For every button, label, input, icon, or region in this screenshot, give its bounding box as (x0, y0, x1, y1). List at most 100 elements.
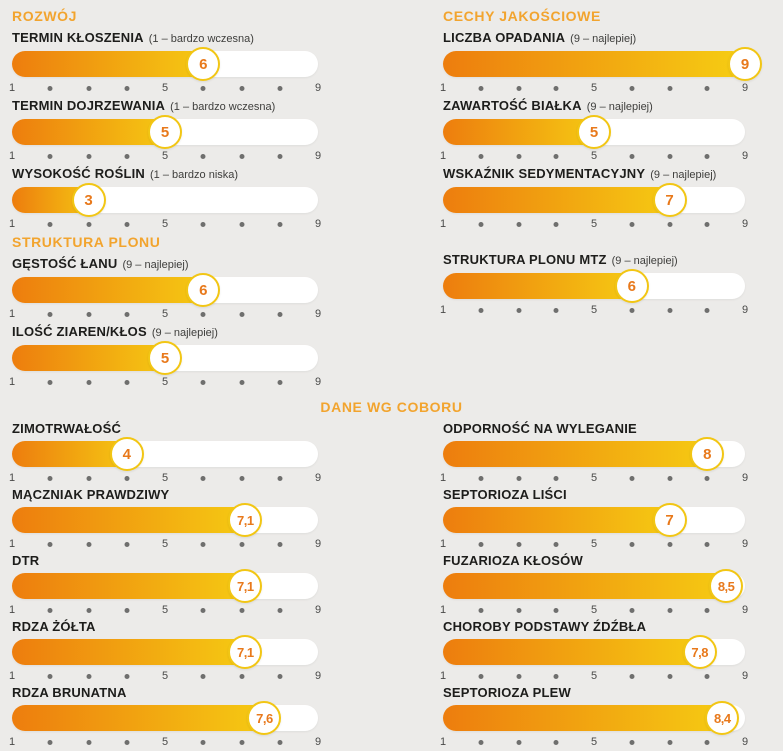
axis-tick-dot (124, 542, 130, 547)
axis-tick-label: 5 (590, 150, 598, 162)
axis-tick-dot (277, 86, 283, 91)
gauge-header: RDZA ŻÓŁTA (12, 619, 318, 635)
axis-tick-dot (86, 222, 91, 227)
gauge-header: SEPTORIOZA PLEW (443, 685, 745, 701)
axis-tick-dot (200, 312, 206, 317)
axis-tick-dot (553, 308, 559, 313)
gauge-rows: TERMIN KŁOSZENIA (1 – bardzo wczesna) 6 … (8, 30, 321, 230)
axis-tick-dot (277, 674, 283, 679)
gauge-axis: 1 5 9 (440, 538, 748, 550)
axis-tick-dot (200, 222, 206, 227)
gauge-note: (9 – najlepiej) (611, 255, 678, 267)
gauge-value-badge: 5 (148, 115, 182, 149)
gauge-row: DTR 7,1 1 5 9 (8, 553, 321, 616)
axis-tick-dot (704, 154, 710, 159)
axis-tick-label: 9 (314, 670, 322, 682)
gauge-row: LICZBA OPADANIA (9 – najlepiej) 9 1 5 9 (440, 30, 762, 94)
axis-tick-label: 5 (590, 472, 598, 484)
axis-tick-label: 1 (439, 604, 447, 616)
axis-tick-dot (516, 740, 521, 745)
gauge-label: RDZA ŻÓŁTA (12, 619, 96, 634)
gauge-row: CHOROBY PODSTAWY ŹDŹBŁA 7,8 1 5 9 (440, 619, 749, 682)
gauge-label: WSKAŹNIK SEDYMENTACYJNY (443, 166, 646, 181)
gauge-header: FUZARIOZA KŁOSÓW (443, 553, 745, 569)
axis-tick-dot (86, 312, 91, 317)
column-left-bottom: ZIMOTRWAŁOŚĆ 4 1 5 9 MĄCZNIAK PRAWDZIWY 7,… (8, 421, 322, 751)
axis-tick-label: 1 (8, 308, 16, 320)
gauge-axis: 1 5 9 (9, 670, 322, 682)
axis-tick-dot (200, 740, 206, 745)
axis-tick-dot (667, 476, 672, 481)
gauge-label: ZIMOTRWAŁOŚĆ (12, 421, 122, 436)
axis-tick-dot (239, 740, 244, 745)
axis-tick-label: 9 (741, 736, 749, 748)
gauge-axis: 1 5 9 (440, 670, 749, 682)
gauge-bar-track: 7 (443, 183, 745, 217)
gauge-header: ILOŚĆ ZIAREN/KŁOS (9 – najlepiej) (12, 324, 318, 341)
gauge-note: (9 – najlepiej) (586, 101, 653, 113)
axis-tick-label: 1 (8, 538, 16, 550)
axis-tick-label: 5 (590, 736, 598, 748)
section-title: STRUKTURA PLONU (12, 234, 161, 250)
axis-tick-dot (200, 154, 206, 159)
axis-tick-label: 5 (590, 304, 598, 316)
gauge-note: (9 – najlepiej) (151, 327, 218, 339)
axis-tick-dot (516, 308, 521, 313)
gauge-section: STRUKTURA PLONU GĘSTOŚĆ ŁANU (9 – najlep… (8, 234, 322, 388)
axis-tick-dot (516, 542, 521, 547)
axis-tick-label: 1 (439, 218, 447, 230)
axis-tick-dot (629, 308, 635, 313)
axis-tick-dot (124, 154, 130, 159)
gauge-bar-track: 7,1 (12, 635, 318, 669)
gauge-bar-fill (443, 639, 714, 665)
gauge-value-badge: 8,4 (705, 701, 740, 735)
gauge-label: RDZA BRUNATNA (12, 685, 127, 700)
axis-tick-label: 1 (8, 604, 16, 616)
axis-tick-label: 5 (590, 218, 598, 230)
gauge-header: ODPORNOŚĆ NA WYLEGANIE (443, 421, 745, 437)
axis-tick-dot (277, 740, 283, 745)
column-right-top: CECHY JAKOŚCIOWE LICZBA OPADANIA (9 – na… (439, 8, 762, 320)
axis-tick-dot (47, 608, 53, 613)
gauge-note: (1 – bardzo wczesna) (148, 33, 254, 45)
axis-tick-dot (124, 86, 130, 91)
axis-tick-dot (239, 674, 244, 679)
gauge-value-badge: 5 (148, 341, 182, 375)
axis-tick-dot (239, 608, 244, 613)
axis-tick-label: 9 (314, 376, 322, 388)
axis-tick-label: 1 (8, 218, 16, 230)
axis-tick-dot (667, 674, 672, 679)
gauge-header: GĘSTOŚĆ ŁANU (9 – najlepiej) (12, 256, 318, 273)
axis-tick-dot (239, 86, 244, 91)
axis-tick-dot (516, 674, 521, 679)
gauge-bar-track: 5 (12, 115, 318, 149)
gauge-bar-fill (12, 277, 218, 303)
axis-tick-dot (239, 312, 244, 317)
gauge-header: DTR (12, 553, 318, 569)
axis-tick-label: 1 (439, 736, 447, 748)
axis-tick-dot (277, 312, 283, 317)
axis-tick-dot (277, 542, 283, 547)
axis-tick-dot (47, 674, 53, 679)
gauge-bar-fill (12, 705, 279, 731)
gauge-section: CECHY JAKOŚCIOWE LICZBA OPADANIA (9 – na… (439, 8, 762, 230)
axis-tick-label: 1 (8, 150, 16, 162)
gauge-bar-fill (443, 507, 684, 533)
axis-tick-label: 9 (741, 670, 749, 682)
gauge-row: RDZA ŻÓŁTA 7,1 1 5 9 (9, 619, 322, 682)
gauge-label: WYSOKOŚĆ ROŚLIN (12, 166, 146, 181)
gauge-label: MĄCZNIAK PRAWDZIWY (12, 487, 170, 502)
axis-tick-dot (704, 740, 710, 745)
axis-tick-dot (553, 154, 559, 159)
gauge-row: SEPTORIOZA PLEW 8,4 1 5 9 (439, 685, 749, 748)
gauge-value-badge: 5 (577, 115, 611, 149)
axis-tick-dot (239, 154, 244, 159)
gauge-bar-fill (443, 51, 745, 77)
gauge-row: SEPTORIOZA LIŚCI 7 1 5 9 (440, 487, 748, 550)
axis-tick-dot (704, 674, 710, 679)
axis-tick-dot (200, 608, 206, 613)
gauge-label: SEPTORIOZA LIŚCI (443, 487, 567, 502)
axis-tick-dot (47, 542, 53, 547)
axis-tick-dot (516, 154, 521, 159)
axis-tick-dot (553, 86, 559, 91)
